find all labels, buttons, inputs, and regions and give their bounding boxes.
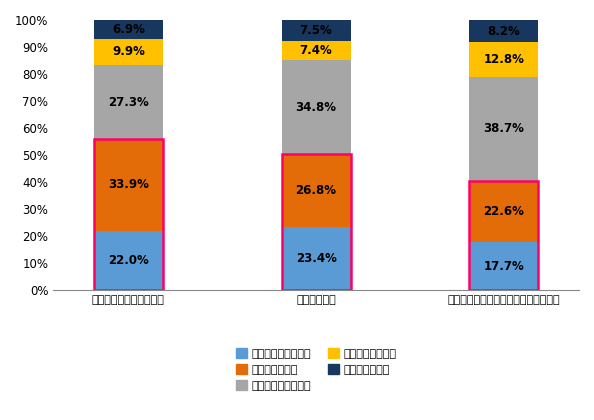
Text: 34.8%: 34.8% <box>296 101 337 114</box>
Bar <box>469 181 538 242</box>
Text: 22.0%: 22.0% <box>108 254 148 267</box>
Bar <box>282 155 350 227</box>
Bar <box>94 231 163 290</box>
Text: 27.3%: 27.3% <box>108 96 148 109</box>
Text: 26.8%: 26.8% <box>296 184 337 197</box>
Text: 7.4%: 7.4% <box>300 44 333 57</box>
Bar <box>469 242 538 290</box>
Text: 23.4%: 23.4% <box>296 252 337 265</box>
Text: 6.9%: 6.9% <box>112 23 145 36</box>
Bar <box>94 66 163 139</box>
Bar <box>469 20 538 42</box>
Legend: おおいに影響がある, 少し影響がある, どちらとも言えない, あまり影響はない, 影響は全くない: おおいに影響がある, 少し影響がある, どちらとも言えない, あまり影響はない,… <box>232 344 401 395</box>
Bar <box>94 139 163 231</box>
Bar <box>282 227 350 290</box>
Bar <box>282 60 350 155</box>
Text: 17.7%: 17.7% <box>484 260 525 273</box>
Bar <box>282 20 350 40</box>
Bar <box>469 181 538 290</box>
Bar <box>469 77 538 181</box>
Bar <box>282 40 350 60</box>
Text: 22.6%: 22.6% <box>484 205 525 218</box>
Text: 12.8%: 12.8% <box>484 53 525 66</box>
Bar <box>94 139 163 290</box>
Bar <box>94 39 163 66</box>
Text: 9.9%: 9.9% <box>112 45 145 58</box>
Text: 38.7%: 38.7% <box>484 122 525 135</box>
Text: 8.2%: 8.2% <box>488 24 520 37</box>
Bar <box>94 20 163 39</box>
Text: 7.5%: 7.5% <box>300 24 333 37</box>
Bar <box>282 155 350 290</box>
Bar <box>469 42 538 77</box>
Text: 33.9%: 33.9% <box>108 178 148 191</box>
